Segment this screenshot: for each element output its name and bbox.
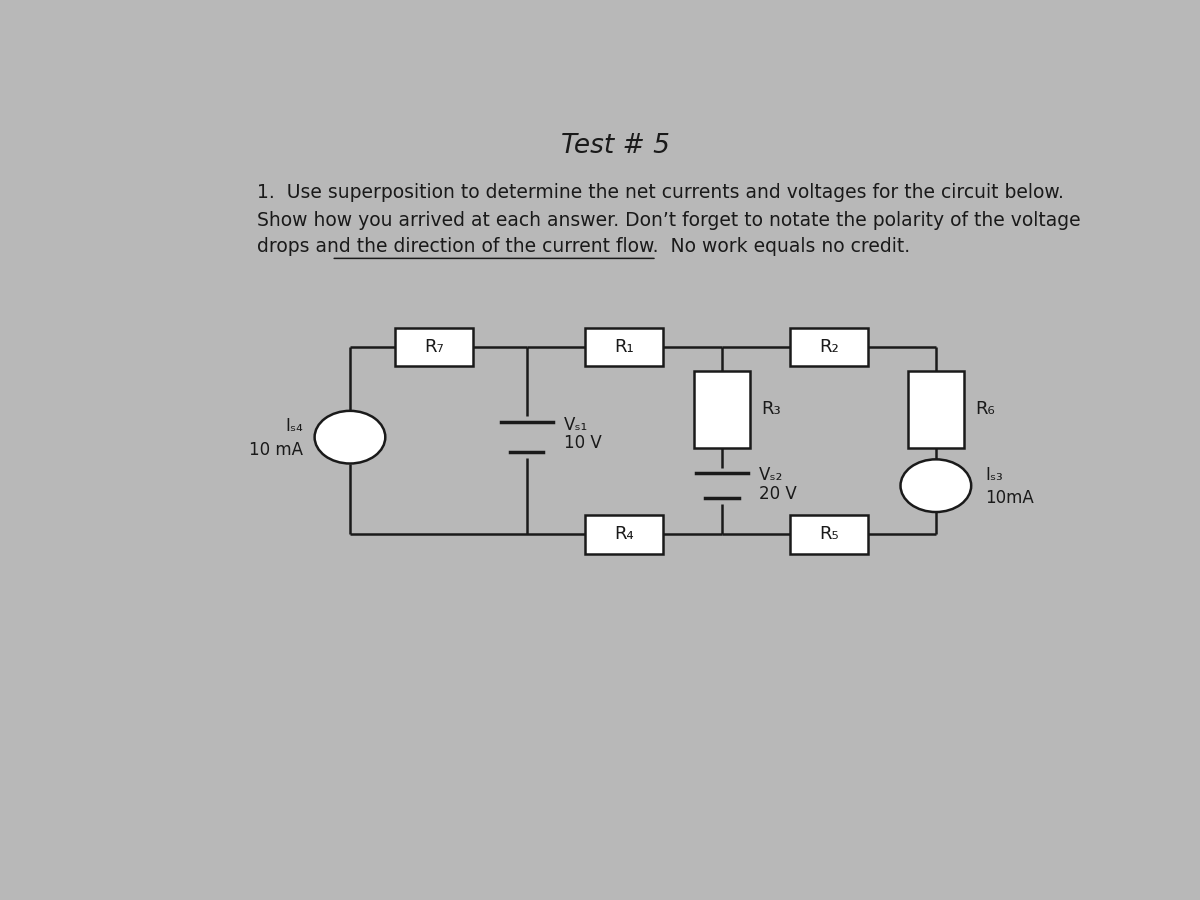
Text: 10 mA: 10 mA	[250, 441, 304, 459]
Text: 20 V: 20 V	[760, 485, 797, 503]
Text: R₁: R₁	[614, 338, 634, 356]
Circle shape	[314, 410, 385, 464]
Text: R₄: R₄	[614, 526, 634, 544]
Text: Vₛ₂: Vₛ₂	[760, 465, 784, 483]
Text: R₇: R₇	[424, 338, 444, 356]
Text: Test # 5: Test # 5	[560, 133, 670, 159]
Text: 10 V: 10 V	[564, 434, 601, 452]
Text: Show how you arrived at each answer. Don’t forget to notate the polarity of the : Show how you arrived at each answer. Don…	[257, 211, 1080, 230]
Text: R₅: R₅	[820, 526, 839, 544]
Text: 10mA: 10mA	[985, 490, 1034, 508]
Text: drops and the direction of the current flow.  No work equals no credit.: drops and the direction of the current f…	[257, 237, 910, 256]
Text: R₂: R₂	[820, 338, 839, 356]
Text: R₆: R₆	[974, 400, 995, 418]
Bar	[694, 372, 750, 447]
Bar	[586, 328, 664, 366]
Bar	[790, 515, 868, 554]
Text: R₃: R₃	[761, 400, 781, 418]
Bar	[790, 328, 868, 366]
Bar	[586, 515, 664, 554]
Text: Iₛ₄: Iₛ₄	[286, 417, 304, 435]
Bar	[908, 372, 964, 447]
Text: 1.  Use superposition to determine the net currents and voltages for the circuit: 1. Use superposition to determine the ne…	[257, 183, 1064, 202]
Circle shape	[900, 459, 971, 512]
Bar	[395, 328, 473, 366]
Text: Vₛ₁: Vₛ₁	[564, 416, 588, 434]
Text: Iₛ₃: Iₛ₃	[985, 465, 1003, 483]
